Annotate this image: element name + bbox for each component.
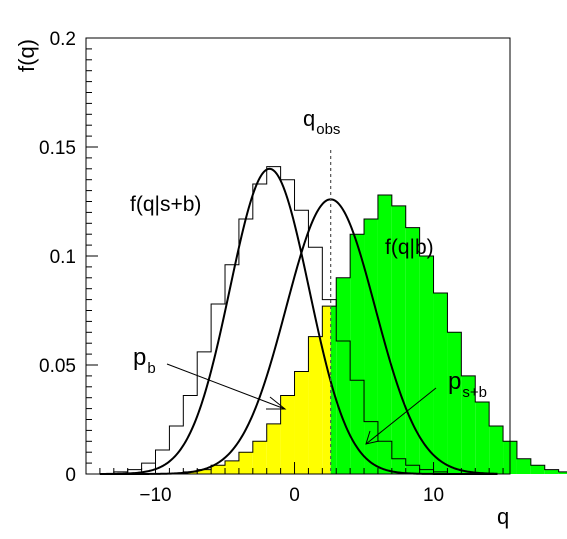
y-axis-label: f(q) <box>14 39 39 72</box>
psb-fill-bin <box>530 465 545 474</box>
psb-fill-bin <box>489 426 504 474</box>
y-tick-label: 0 <box>65 465 76 486</box>
pb-fill-bin <box>308 336 323 474</box>
y-tick-label: 0.15 <box>39 138 76 159</box>
pb-fill-bin <box>211 465 226 474</box>
psb-fill-bin <box>336 277 351 474</box>
histogram-sb <box>113 166 448 474</box>
pb-fill-bin <box>225 460 239 474</box>
q-obs-label: qobs <box>303 106 340 138</box>
pb-fill-bin <box>294 371 309 474</box>
psb-fill-bin <box>516 458 531 474</box>
psb-label: ps+b <box>448 368 487 401</box>
psb-fill-bin <box>447 332 462 474</box>
axis-ticks <box>85 37 504 475</box>
psb-fill-bin <box>544 469 559 474</box>
psb-fill-bin <box>433 293 448 474</box>
pb-fill-bin <box>197 469 212 474</box>
x-axis-label: q <box>497 504 509 529</box>
pb-label: pb <box>133 344 156 377</box>
psb-fill-bin <box>377 194 392 474</box>
x-tick-label: 0 <box>289 485 300 506</box>
pb-fill-bin <box>266 423 281 474</box>
psb-fill-bin <box>405 227 420 474</box>
p-value-fills <box>183 194 567 475</box>
pb-fill-bin <box>238 452 253 474</box>
psb-fill-bin <box>475 402 490 474</box>
psb-fill-bin <box>419 256 434 474</box>
pb-fill-bin <box>280 395 295 474</box>
y-tick-label: 0.1 <box>50 247 76 268</box>
y-tick-label: 0.2 <box>50 29 76 50</box>
pb-arrow <box>166 363 287 410</box>
x-tick-label: −10 <box>139 485 171 506</box>
psb-fill-bin <box>461 375 476 474</box>
psb-fill-bin <box>391 205 406 475</box>
sb-curve-label: f(q|s+b) <box>130 193 201 216</box>
pb-fill-bin <box>252 441 267 474</box>
psb-fill-bin <box>350 234 365 474</box>
tick-labels: 0 0.05 0.1 0.15 0.2 −10 0 10 <box>39 29 444 506</box>
psb-arrow <box>365 387 437 445</box>
psb-fill-bin <box>558 471 567 474</box>
x-tick-label: 10 <box>423 485 444 506</box>
pb-fill-bin <box>322 306 331 474</box>
b-curve-label: f(q|b) <box>385 236 434 259</box>
y-tick-label: 0.05 <box>39 356 76 377</box>
